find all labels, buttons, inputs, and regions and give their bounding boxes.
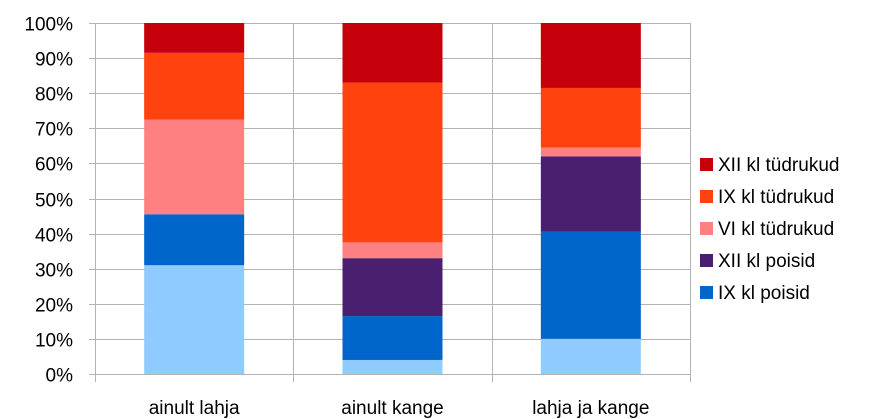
legend-label: IX kl poisid [718,283,810,304]
legend: XII kl tüdrukud IX kl tüdrukud VI kl tüdru… [700,155,839,304]
y-tick-label: 30% [35,261,73,282]
legend-label: IX kl tüdrukud [718,187,834,208]
bar-segment [144,119,245,215]
bar-segment [342,316,443,360]
legend-swatch [700,286,713,299]
bar-segment [540,338,641,374]
bar-segment [342,82,443,243]
y-tick-label: 80% [35,85,73,106]
y-tick-label: 50% [35,191,73,212]
y-tick-label: 90% [35,50,73,71]
y-tick-label: 10% [35,331,73,352]
x-tick-label: ainult kange [341,398,443,419]
bar-segment [342,258,443,317]
bar-segment [342,359,443,374]
bar-segment [540,156,641,232]
bar-segment [540,23,641,88]
y-tick-label: 0% [46,366,74,387]
bar-segment [540,147,641,157]
x-tick-label: lahja ja kange [532,398,649,419]
y-tick-label: 40% [35,226,73,247]
legend-label: XII kl tüdrukud [718,155,839,176]
y-tick-label: 20% [35,296,73,317]
bar-segment [144,214,245,266]
bar-segment [144,23,245,53]
bar-segment [144,265,245,374]
bar-segment [342,23,443,83]
y-tick-label: 60% [35,155,73,176]
y-tick-label: 100% [24,15,73,36]
bars [144,23,641,374]
legend-swatch [700,190,713,203]
bar-segment [144,52,245,120]
legend-swatch [700,158,713,171]
legend-label: VI kl tüdrukud [718,219,834,240]
legend-swatch [700,254,713,267]
y-tick-labels: 0% 10% 20% 30% 40% 50% 60% 70% 80% 90% 100% [24,15,73,387]
x-tick-label: ainult lahja [149,398,240,419]
bar-segment [342,242,443,259]
bar-segment [540,231,641,339]
bar-segment [540,87,641,148]
legend-swatch [700,222,713,235]
y-tick-label: 70% [35,120,73,141]
x-tick-labels: ainult lahja ainult kange lahja ja kange [149,398,650,419]
legend-label: XII kl poisid [718,251,815,272]
